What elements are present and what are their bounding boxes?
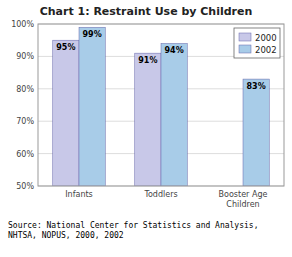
bar xyxy=(135,53,161,186)
bar xyxy=(243,79,269,186)
legend-swatch xyxy=(239,45,251,53)
data-label: 83% xyxy=(247,82,266,91)
legend-label: 2000 xyxy=(255,33,277,43)
legend-label: 2002 xyxy=(255,45,277,55)
data-label: 95% xyxy=(56,43,75,52)
legend-frame xyxy=(234,28,280,58)
title: Chart 1: Restraint Use by Children xyxy=(40,5,253,18)
x-tick-label: Infants xyxy=(65,190,93,199)
grid xyxy=(38,24,284,186)
bar xyxy=(53,40,79,186)
y-tick-label: 70% xyxy=(16,117,34,126)
y-tick-label: 90% xyxy=(16,52,34,61)
chart: Chart 1: Restraint Use by Children 50% 60%… xyxy=(0,0,292,257)
data-label: 99% xyxy=(83,30,102,39)
bar xyxy=(79,27,105,186)
legend: 2000 2002 xyxy=(234,28,280,58)
data-label: 91% xyxy=(138,56,157,65)
y-tick-label: 80% xyxy=(16,85,34,94)
legend-swatch xyxy=(239,33,251,41)
x-tick-label: Booster AgeChildren xyxy=(219,190,268,209)
y-tick-label: 50% xyxy=(16,182,34,191)
y-tick-label: 100% xyxy=(11,20,34,29)
y-tick-label: 60% xyxy=(16,150,34,159)
x-tick-label: Toddlers xyxy=(143,190,177,199)
data-label: 94% xyxy=(165,46,184,55)
bar xyxy=(161,43,187,186)
plot-frame xyxy=(38,24,284,186)
source-note: Source: National Center for Statistics a… xyxy=(8,221,258,240)
